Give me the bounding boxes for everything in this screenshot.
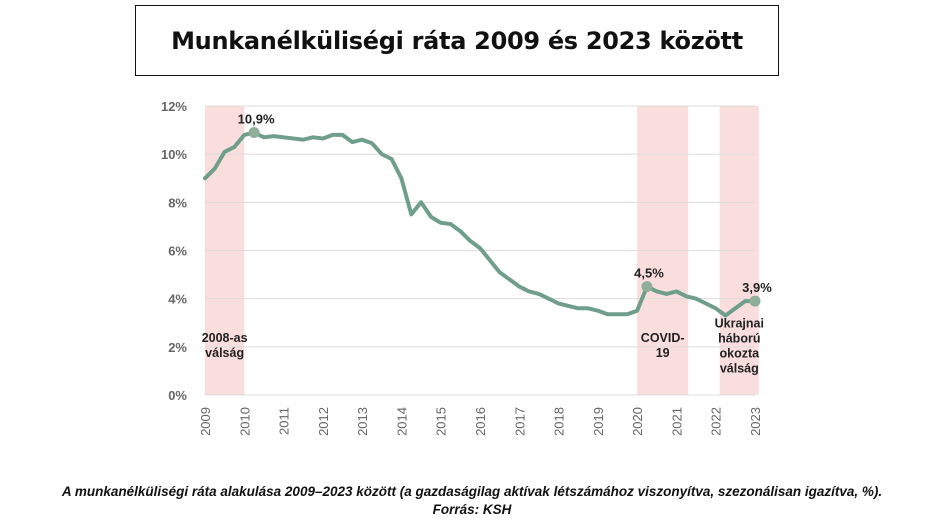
x-tick-label-9: 2018: [552, 407, 567, 436]
chart-caption: A munkanélküliségi ráta alakulása 2009–2…: [61, 484, 883, 499]
chart-source: Forrás: KSH: [432, 502, 512, 517]
y-tick-label-5: 10%: [161, 147, 187, 162]
x-tick-label-3: 2012: [316, 407, 331, 436]
x-tick-label-14: 2023: [748, 407, 763, 436]
chart-title: Munkanélküliségi ráta 2009 és 2023 közöt…: [171, 26, 743, 55]
annotation-label-2: 3,9%: [742, 280, 772, 295]
y-tick-label-4: 8%: [168, 195, 187, 210]
annotation-label-1: 4,5%: [634, 266, 664, 281]
period-label-1-line-0: COVID-: [641, 331, 685, 345]
x-tick-label-6: 2015: [434, 407, 449, 436]
x-tick-label-8: 2017: [512, 407, 527, 436]
y-tick-label-3: 6%: [168, 244, 187, 259]
y-tick-label-2: 4%: [168, 292, 187, 307]
y-tick-label-6: 12%: [161, 99, 187, 114]
x-tick-label-11: 2020: [630, 407, 645, 436]
chart-title-box: Munkanélküliségi ráta 2009 és 2023 közöt…: [135, 5, 779, 76]
y-tick-label-1: 2%: [168, 340, 187, 355]
x-tick-label-1: 2010: [237, 407, 252, 436]
y-tick-label-0: 0%: [168, 388, 187, 403]
annotation-label-0: 10,9%: [238, 111, 275, 126]
x-tick-label-7: 2016: [473, 407, 488, 436]
annotation-marker-1: [641, 281, 653, 293]
period-label-2-line-3: válság: [720, 362, 759, 376]
x-tick-label-2: 2011: [277, 407, 292, 435]
period-label-0-line-0: 2008-as: [202, 331, 248, 345]
x-tick-label-13: 2022: [709, 407, 724, 436]
x-tick-label-10: 2019: [591, 407, 606, 436]
x-tick-label-12: 2021: [669, 407, 684, 436]
x-tick-label-0: 2009: [198, 407, 213, 436]
period-label-0-line-1: válság: [205, 346, 244, 360]
period-label-2-line-2: okozta: [719, 347, 760, 361]
annotation-marker-2: [749, 295, 761, 307]
period-label-2-line-1: háború: [718, 332, 760, 346]
x-tick-label-5: 2014: [394, 407, 409, 436]
x-tick-label-4: 2013: [355, 407, 370, 436]
period-label-2-line-0: Ukrajnai: [715, 317, 764, 331]
series-line-0: [203, 130, 757, 318]
annotation-marker-0: [248, 126, 260, 138]
period-label-1-line-1: 19: [656, 346, 670, 360]
